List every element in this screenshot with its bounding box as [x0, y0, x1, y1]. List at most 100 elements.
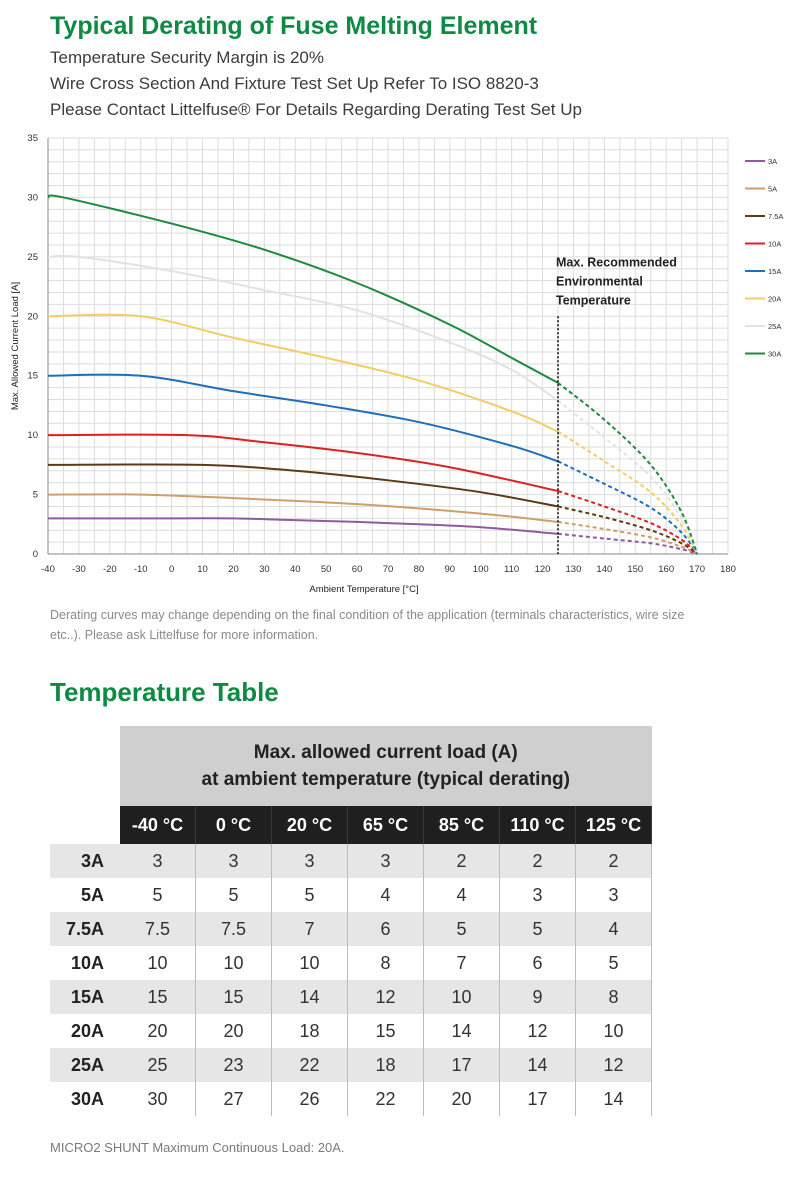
- subtitle-line-3: Please Contact Littelfuse® For Details R…: [50, 100, 582, 119]
- table-corner: [50, 726, 120, 806]
- table-cell: 20: [195, 1014, 272, 1048]
- table-cell: 2: [423, 844, 500, 878]
- table-cell: 5: [575, 946, 652, 980]
- series-line-dashed: [557, 460, 698, 555]
- table-cell: 25: [120, 1048, 196, 1082]
- x-tick-label: 130: [566, 564, 582, 575]
- table-cell: 22: [271, 1048, 348, 1082]
- table-cell: 3: [271, 844, 348, 878]
- table-cell: 22: [347, 1082, 424, 1116]
- series-line-solid: [47, 313, 559, 433]
- table-cell: 5: [423, 912, 500, 946]
- x-tick-label: -40: [41, 564, 55, 575]
- series-line-solid: [47, 433, 559, 492]
- table-cell: 17: [499, 1082, 576, 1116]
- table-cell: 5: [499, 912, 576, 946]
- table-cell: 8: [347, 946, 424, 980]
- table-row: 3A 3 3 3 3 2 2 2: [50, 844, 652, 878]
- derating-note: Derating curves may change depending on …: [50, 608, 685, 642]
- table-cell: 14: [575, 1082, 652, 1116]
- table-cell: 7: [423, 946, 500, 980]
- x-tick-label: 160: [658, 564, 674, 575]
- row-label: 30A: [50, 1082, 120, 1116]
- series-line-dashed: [557, 399, 699, 555]
- table-corner: [50, 806, 120, 844]
- column-header: 0 °C: [195, 806, 272, 844]
- table-title: Temperature Table: [50, 677, 279, 707]
- series-line-solid: [47, 254, 559, 402]
- legend-label: 3A: [768, 157, 777, 166]
- table-cell: 5: [271, 878, 348, 912]
- table-cell: 20: [120, 1014, 196, 1048]
- x-tick-label: -30: [72, 564, 86, 575]
- y-tick-label: 0: [33, 549, 38, 560]
- y-tick-label: 10: [27, 430, 38, 441]
- table-cell: 18: [271, 1014, 348, 1048]
- column-header: 125 °C: [575, 806, 652, 844]
- x-tick-label: 140: [596, 564, 612, 575]
- table-cell: 18: [347, 1048, 424, 1082]
- y-tick-label: 5: [33, 490, 38, 501]
- annotation-line: Environmental: [556, 274, 643, 288]
- x-tick-label: 80: [414, 564, 425, 575]
- row-label: 5A: [50, 878, 120, 912]
- column-header: 20 °C: [271, 806, 348, 844]
- series-line-solid: [47, 373, 559, 463]
- table-cell: 15: [347, 1014, 424, 1048]
- row-label: 3A: [50, 844, 120, 878]
- table-cell: 10: [271, 946, 348, 980]
- series-line-dashed: [557, 532, 698, 555]
- y-axis-label: Max. Allowed Current Load [A]: [10, 282, 21, 410]
- column-header: -40 °C: [120, 806, 196, 844]
- table-cell: 2: [499, 844, 576, 878]
- column-header: 65 °C: [347, 806, 424, 844]
- x-tick-label: 60: [352, 564, 363, 575]
- table-cell: 14: [423, 1014, 500, 1048]
- x-tick-label: 110: [504, 564, 519, 575]
- annotation-line: Max. Recommended: [556, 255, 677, 269]
- table-header: Max. allowed current load (A) at ambient…: [120, 726, 652, 806]
- table-row: 7.5A 7.5 7.5 7 6 5 5 4: [50, 912, 652, 946]
- x-tick-label: 120: [535, 564, 551, 575]
- legend-label: 30A: [768, 350, 781, 359]
- legend-label: 10A: [768, 240, 781, 249]
- column-header: 110 °C: [499, 806, 576, 844]
- table-cell: 4: [575, 912, 652, 946]
- x-tick-label: 170: [689, 564, 705, 575]
- table-cell: 2: [575, 844, 652, 878]
- table-cell: 15: [120, 980, 196, 1014]
- x-tick-label: 70: [383, 564, 394, 575]
- table-cell: 23: [195, 1048, 272, 1082]
- table-cell: 10: [195, 946, 272, 980]
- table-cell: 15: [195, 980, 272, 1014]
- x-tick-label: 50: [321, 564, 332, 575]
- series-line-solid: [47, 493, 559, 523]
- page-title: Typical Derating of Fuse Melting Element: [50, 12, 538, 40]
- series-line-dashed: [557, 505, 698, 555]
- table-cell: 7.5: [120, 912, 196, 946]
- row-label: 20A: [50, 1014, 120, 1048]
- series-line-dashed: [557, 520, 698, 555]
- table-cell: 14: [271, 980, 348, 1014]
- table-row: 25A 25 23 22 18 17 14 12: [50, 1048, 652, 1082]
- legend-label: 5A: [768, 185, 777, 194]
- table-cell: 6: [499, 946, 576, 980]
- subtitle-line-2: Wire Cross Section And Fixture Test Set …: [50, 74, 539, 93]
- table-cell: 27: [195, 1082, 272, 1116]
- table-cell: 7: [271, 912, 348, 946]
- legend-label: 15A: [768, 267, 781, 276]
- table-cell: 8: [575, 980, 652, 1014]
- series-line-dashed: [557, 490, 698, 555]
- table-cell: 5: [120, 878, 196, 912]
- series-line-solid: [47, 194, 559, 384]
- temperature-table: Max. allowed current load (A) at ambient…: [50, 726, 652, 1116]
- table-cell: 10: [575, 1014, 652, 1048]
- row-label: 10A: [50, 946, 120, 980]
- table-cell: 7.5: [195, 912, 272, 946]
- table-row: 10A 10 10 10 8 7 6 5: [50, 946, 652, 980]
- subtitle-line-1: Temperature Security Margin is 20%: [50, 48, 325, 67]
- table-row: 30A 30 27 26 22 20 17 14: [50, 1082, 652, 1116]
- table-cell: 10: [423, 980, 500, 1014]
- annotation-line: Temperature: [556, 293, 631, 307]
- table-cell: 14: [499, 1048, 576, 1082]
